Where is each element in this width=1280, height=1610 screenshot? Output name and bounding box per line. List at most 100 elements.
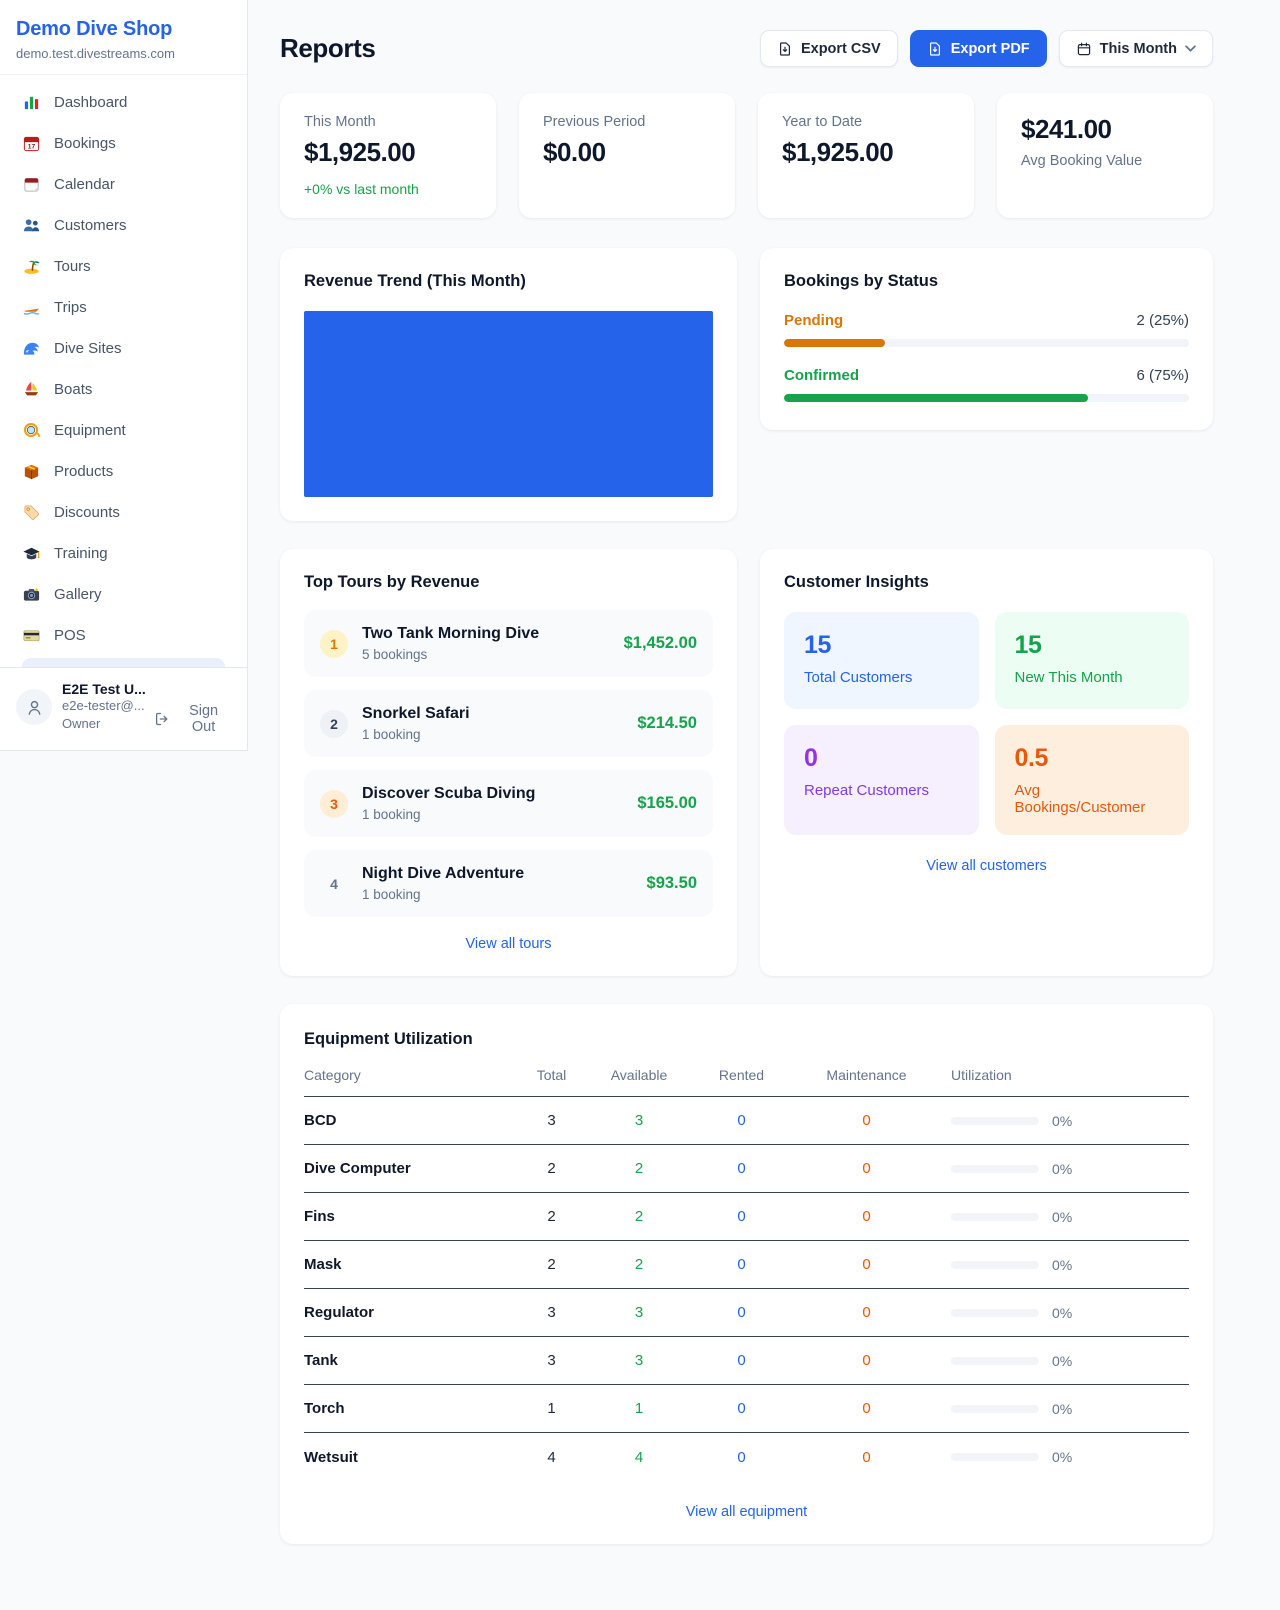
export-csv-button[interactable]: Export CSV bbox=[759, 30, 898, 67]
sidebar-item-dashboard[interactable]: Dashboard bbox=[12, 84, 235, 121]
status-count: 2 (25%) bbox=[1136, 312, 1189, 329]
tile-value: 15 bbox=[804, 631, 832, 659]
equipment-table-header: Category Total Available Rented Maintena… bbox=[304, 1067, 1189, 1097]
charts-row: Revenue Trend (This Month) Bookings by S… bbox=[280, 248, 1213, 521]
equipment-row: BCD 3 3 0 0 0% bbox=[304, 1097, 1189, 1145]
tour-row[interactable]: 4 Night Dive Adventure 1 booking $93.50 bbox=[304, 850, 713, 917]
utilization-track bbox=[951, 1404, 1039, 1413]
sidebar-item-tours[interactable]: Tours bbox=[12, 248, 235, 285]
equipment-maintenance: 0 bbox=[862, 1304, 871, 1321]
user-role: Owner bbox=[62, 716, 101, 732]
sidebar-footer: E2E Test U... e2e-tester@... Owner Sign … bbox=[0, 667, 247, 750]
user-meta: E2E Test U... e2e-tester@... Owner bbox=[62, 681, 146, 733]
status-count: 6 (75%) bbox=[1136, 367, 1189, 384]
sidebar-item-active-partial[interactable] bbox=[22, 658, 225, 667]
view-all-tours-link[interactable]: View all tours bbox=[465, 936, 552, 952]
equipment-available: 3 bbox=[634, 1352, 644, 1369]
insight-tile-new-this-month: 15 New This Month bbox=[994, 612, 1189, 709]
tile-value: 15 bbox=[1014, 631, 1042, 659]
tour-name: Snorkel Safari bbox=[362, 705, 470, 722]
wave-icon bbox=[22, 339, 41, 358]
sidebar-nav: Dashboard Bookings Calendar Customers To… bbox=[0, 75, 247, 667]
sidebar-item-dive-sites[interactable]: Dive Sites bbox=[12, 330, 235, 367]
equipment-utilization-card: Equipment Utilization Category Total Ava… bbox=[280, 1004, 1213, 1544]
tile-label: Repeat Customers bbox=[804, 782, 930, 799]
insight-tiles: 15 Total Customers 15 New This Month 0 R… bbox=[784, 612, 1189, 835]
equipment-maintenance: 0 bbox=[862, 1208, 871, 1225]
utilization-percent: 0% bbox=[1052, 1304, 1073, 1321]
period-select[interactable]: This Month bbox=[1058, 30, 1213, 67]
sidebar-item-calendar[interactable]: Calendar bbox=[12, 166, 235, 203]
sign-out-button[interactable]: Sign Out bbox=[154, 703, 231, 735]
top-tours-title: Top Tours by Revenue bbox=[304, 573, 480, 591]
stat-card-0: This Month $1,925.00 +0% vs last month bbox=[280, 93, 496, 218]
insight-tile-total-customers: 15 Total Customers bbox=[784, 612, 979, 709]
tour-row[interactable]: 3 Discover Scuba Diving 1 booking $165.0… bbox=[304, 770, 713, 837]
tag-icon bbox=[22, 503, 41, 522]
equipment-category: Torch bbox=[304, 1400, 345, 1417]
equipment-maintenance: 0 bbox=[862, 1352, 871, 1369]
stat-value: $1,925.00 bbox=[782, 137, 894, 167]
equipment-rented: 0 bbox=[737, 1256, 746, 1273]
sidebar-item-customers[interactable]: Customers bbox=[12, 207, 235, 244]
sidebar-item-bookings[interactable]: Bookings bbox=[12, 125, 235, 162]
package-icon bbox=[22, 462, 41, 481]
utilization-track bbox=[951, 1356, 1039, 1365]
utilization-track bbox=[951, 1308, 1039, 1317]
status-label: Confirmed bbox=[784, 367, 859, 384]
tour-row[interactable]: 2 Snorkel Safari 1 booking $214.50 bbox=[304, 690, 713, 757]
equipment-row: Fins 2 2 0 0 0% bbox=[304, 1193, 1189, 1241]
equipment-category: BCD bbox=[304, 1112, 337, 1129]
avatar bbox=[16, 689, 52, 725]
utilization-percent: 0% bbox=[1052, 1208, 1073, 1225]
tours-list: 1 Two Tank Morning Dive 5 bookings $1,45… bbox=[304, 610, 713, 917]
sidebar-item-training[interactable]: Training bbox=[12, 535, 235, 572]
customer-insights-title: Customer Insights bbox=[784, 573, 929, 591]
view-all-equipment-link[interactable]: View all equipment bbox=[685, 1504, 808, 1520]
equipment-available: 1 bbox=[634, 1400, 644, 1417]
file-download-icon bbox=[777, 41, 793, 57]
page-header: Reports Export CSV Export PDF This Month bbox=[280, 30, 1213, 67]
equipment-maintenance: 0 bbox=[862, 1112, 871, 1129]
revenue-trend-title: Revenue Trend (This Month) bbox=[304, 272, 526, 290]
equipment-total: 2 bbox=[547, 1160, 556, 1177]
view-all-customers-link[interactable]: View all customers bbox=[926, 858, 1047, 874]
revenue-trend-card: Revenue Trend (This Month) bbox=[280, 248, 737, 521]
tile-value: 0.5 bbox=[1014, 744, 1049, 772]
sailboat-icon bbox=[22, 380, 41, 399]
chevron-down-icon bbox=[1185, 43, 1196, 54]
bookings-status-title: Bookings by Status bbox=[784, 272, 939, 290]
tile-label: New This Month bbox=[1014, 669, 1123, 686]
equipment-total: 3 bbox=[547, 1304, 556, 1321]
stat-value: $241.00 bbox=[1021, 114, 1112, 144]
sidebar-item-pos[interactable]: POS bbox=[12, 617, 235, 654]
equipment-table-body: BCD 3 3 0 0 0% Dive Computer 2 2 0 0 0% … bbox=[304, 1097, 1189, 1481]
equipment-available: 4 bbox=[634, 1448, 644, 1466]
stat-card-2: Year to Date $1,925.00 bbox=[758, 93, 974, 218]
sidebar-item-boats[interactable]: Boats bbox=[12, 371, 235, 408]
sidebar-item-equipment[interactable]: Equipment bbox=[12, 412, 235, 449]
equipment-maintenance: 0 bbox=[862, 1448, 871, 1466]
status-row-confirmed: Confirmed 6 (75%) bbox=[784, 367, 1189, 402]
sidebar-item-trips[interactable]: Trips bbox=[12, 289, 235, 326]
header-actions: Export CSV Export PDF This Month bbox=[759, 30, 1213, 67]
bar-chart-icon bbox=[22, 93, 41, 112]
equipment-table: Category Total Available Rented Maintena… bbox=[304, 1067, 1189, 1481]
main-area: Reports Export CSV Export PDF This Month bbox=[248, 0, 1280, 1604]
tour-name: Discover Scuba Diving bbox=[362, 785, 536, 802]
tour-bookings-count: 1 booking bbox=[362, 807, 421, 822]
stat-label: This Month bbox=[304, 114, 376, 130]
tour-row[interactable]: 1 Two Tank Morning Dive 5 bookings $1,45… bbox=[304, 610, 713, 677]
equipment-row: Regulator 3 3 0 0 0% bbox=[304, 1289, 1189, 1337]
equipment-total: 2 bbox=[547, 1256, 556, 1273]
equipment-available: 2 bbox=[634, 1160, 644, 1177]
insights-row: Top Tours by Revenue 1 Two Tank Morning … bbox=[280, 549, 1213, 976]
sidebar-item-products[interactable]: Products bbox=[12, 453, 235, 490]
status-row-pending: Pending 2 (25%) bbox=[784, 312, 1189, 347]
equipment-available: 3 bbox=[634, 1304, 644, 1321]
utilization-track bbox=[951, 1212, 1039, 1221]
shop-subdomain: demo.test.divestreams.com bbox=[16, 46, 175, 61]
export-pdf-button[interactable]: Export PDF bbox=[909, 30, 1047, 67]
sidebar-item-gallery[interactable]: Gallery bbox=[12, 576, 235, 613]
sidebar-item-discounts[interactable]: Discounts bbox=[12, 494, 235, 531]
